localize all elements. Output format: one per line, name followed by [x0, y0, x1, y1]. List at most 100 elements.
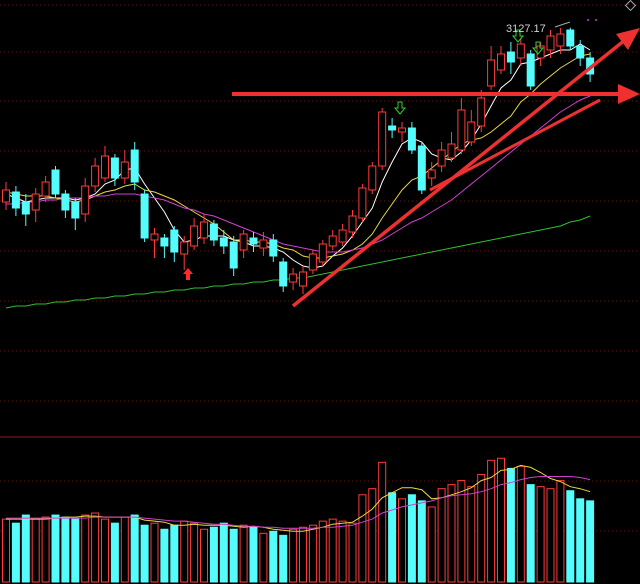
volume-bar	[31, 518, 40, 583]
volume-bar	[160, 528, 169, 583]
candle-body	[368, 165, 377, 191]
candle-body	[120, 161, 129, 179]
volume-bar	[467, 486, 476, 583]
candle-body	[61, 193, 70, 211]
candle-body	[556, 33, 565, 47]
candle-body	[467, 121, 476, 143]
volume-bar	[279, 534, 288, 583]
candle-body	[526, 53, 535, 87]
volume-average	[6, 476, 591, 529]
volume-bar	[556, 480, 565, 583]
candle-body	[566, 29, 575, 47]
candle-body	[51, 169, 60, 195]
volume-bar	[170, 524, 179, 583]
volume-bar	[11, 522, 20, 583]
candle-body	[160, 237, 169, 247]
volume-bar	[516, 465, 525, 583]
volume-bar	[497, 457, 505, 583]
volume-bar	[91, 512, 100, 583]
volume-bar	[368, 488, 377, 583]
candle-body	[209, 223, 218, 241]
volume-bar	[318, 520, 327, 583]
volume-bar	[140, 524, 149, 583]
volume-bar	[150, 522, 159, 583]
arrow-head	[616, 28, 640, 50]
candle-body	[2, 189, 10, 203]
volume-bar	[417, 500, 426, 583]
volume-bar	[71, 518, 80, 583]
volume-bar	[388, 492, 397, 583]
volume-bar	[51, 514, 60, 583]
volume-bar	[308, 524, 317, 583]
candle-body	[289, 273, 298, 283]
candle-body	[71, 201, 80, 219]
candle-body	[546, 35, 555, 51]
arrow-head	[618, 84, 640, 104]
candle-body	[536, 45, 545, 59]
candle-body	[81, 185, 90, 215]
candle-body	[328, 235, 337, 247]
volume-bar	[398, 498, 406, 583]
volume-bar	[180, 520, 189, 583]
candle-body	[398, 127, 406, 133]
volume-bar	[249, 526, 258, 583]
label-leader	[554, 21, 571, 28]
volume-bar	[536, 486, 545, 583]
volume-bar	[457, 480, 466, 583]
volume-bar	[546, 488, 555, 583]
candle-body	[11, 191, 20, 209]
volume-bar	[110, 522, 119, 583]
candle-body	[41, 181, 50, 197]
candle-body	[21, 201, 30, 215]
candle-body	[576, 45, 585, 59]
volume-bar	[269, 530, 278, 583]
candle-body	[180, 241, 189, 255]
volume-bar	[209, 526, 218, 583]
volume-bar	[427, 506, 436, 583]
price-panel	[2, 27, 595, 309]
trend-line	[429, 98, 601, 192]
candle-body	[378, 111, 387, 167]
volume-bar	[239, 524, 248, 583]
sell-arrow	[511, 29, 525, 43]
candle-body	[299, 271, 307, 287]
candle-body	[437, 149, 446, 167]
candle-body	[239, 233, 248, 251]
dot	[595, 19, 597, 21]
sell-arrow	[393, 101, 407, 115]
candle-body	[31, 193, 40, 211]
settings-icon[interactable]	[624, 0, 637, 12]
moving-average	[5, 215, 591, 309]
candle-body	[269, 239, 278, 257]
moving-average	[6, 95, 591, 253]
candle-body	[200, 221, 208, 239]
candle-body	[497, 53, 505, 71]
candle-body	[388, 125, 397, 131]
candle-body	[279, 261, 288, 287]
grid	[0, 4, 640, 532]
candle-body	[170, 229, 179, 253]
candle-body	[407, 127, 416, 151]
volume-bar	[576, 498, 585, 583]
sell-arrow	[531, 41, 545, 55]
candle-body	[259, 239, 268, 249]
candle-body	[308, 253, 317, 271]
candle-body	[457, 109, 466, 151]
volume-bar	[2, 518, 10, 583]
volume-bar	[41, 516, 50, 583]
candle-body	[487, 59, 496, 87]
volume-bar	[328, 518, 337, 583]
volume-bar	[61, 516, 70, 583]
volume-bar	[101, 518, 109, 583]
max-price-label: 3127.17	[506, 23, 546, 35]
volume-bar	[348, 522, 357, 583]
volume-bar	[120, 516, 129, 583]
candle-body	[318, 243, 327, 263]
dot	[587, 19, 589, 21]
moving-average	[5, 43, 591, 269]
volume-bar	[21, 514, 30, 583]
candle-body	[229, 241, 238, 269]
volume-bar	[447, 484, 456, 583]
